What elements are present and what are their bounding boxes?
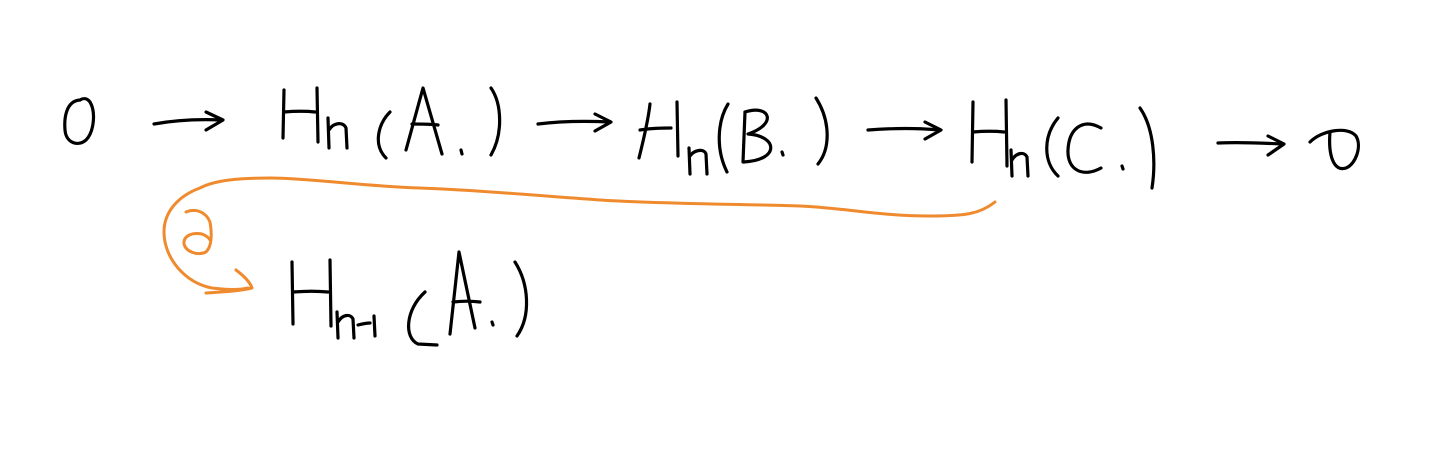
arrow-hn-b-to-hn-c (866, 120, 943, 141)
connecting-map-arrowhead (204, 268, 254, 295)
term-zero-left (63, 97, 96, 145)
connecting-map-arrow (162, 176, 997, 295)
boundary-map-label (182, 208, 213, 256)
top-term-1: 0 (0, 0, 1, 1)
arrow-hn-a-to-hn-b (536, 112, 613, 133)
arrow-hn-c-to-zero (1216, 134, 1286, 157)
term-zero-right (1308, 128, 1360, 171)
term-hn-a (281, 86, 502, 160)
term-hn-minus-1-a (290, 250, 529, 347)
term-hn-b (637, 96, 829, 176)
arrow-zero-to-hn-a (152, 110, 225, 132)
connecting-map-curve (162, 176, 997, 291)
term-hn-c (970, 98, 1156, 190)
